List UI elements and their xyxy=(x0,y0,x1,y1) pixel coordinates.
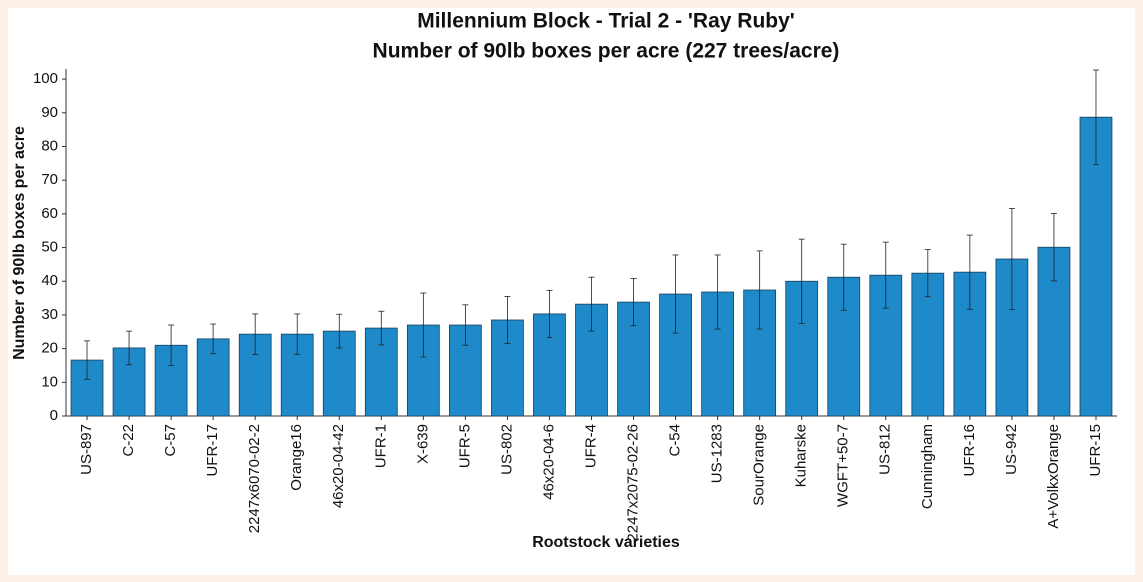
x-tick-label: US-812 xyxy=(877,424,894,475)
x-tick-label: A+VolkxOrange xyxy=(1045,424,1062,529)
x-tick-label: UFR-16 xyxy=(961,424,978,477)
x-tick-label: Kuharske xyxy=(793,424,810,487)
bar xyxy=(1079,116,1113,417)
x-tick-label: Cunningham xyxy=(919,424,936,509)
x-tick-label: 46x20-04-6 xyxy=(540,424,557,500)
y-tick-label: 20 xyxy=(41,340,58,357)
x-tick-label: UFR-4 xyxy=(582,424,599,468)
y-tick-label: 80 xyxy=(41,137,58,154)
x-tick-label: 2247x6070-02-2 xyxy=(246,424,263,533)
x-tick-label: 46x20-04-42 xyxy=(330,424,347,508)
x-tick-label: UFR-5 xyxy=(456,424,473,468)
y-tick-label: 40 xyxy=(41,272,58,289)
y-tick-label: 10 xyxy=(41,373,58,390)
x-tick-label: UFR-17 xyxy=(204,424,221,477)
x-tick-label: Orange16 xyxy=(288,424,305,491)
x-tick-label: UFR-15 xyxy=(1087,424,1104,477)
y-tick-label: 30 xyxy=(41,306,58,323)
x-tick-label: WGFT+50-7 xyxy=(835,424,852,507)
x-tick-label: US-1283 xyxy=(709,424,726,483)
y-tick-label: 100 xyxy=(33,70,58,87)
x-tick-label: C-54 xyxy=(667,424,684,457)
x-tick-label: 2247x2075-02-26 xyxy=(625,424,642,542)
x-tick-label: SourOrange xyxy=(751,424,768,506)
panel xyxy=(8,8,1135,575)
y-tick-label: 60 xyxy=(41,205,58,222)
y-tick-label: 0 xyxy=(50,407,58,424)
y-tick-label: 50 xyxy=(41,239,58,256)
x-tick-label: US-802 xyxy=(498,424,515,475)
x-tick-label: C-22 xyxy=(120,424,137,457)
y-tick-label: 70 xyxy=(41,171,58,188)
x-tick-label: X-639 xyxy=(414,424,431,464)
x-tick-label: US-942 xyxy=(1003,424,1020,475)
x-axis-label: Rootstock varieties xyxy=(532,534,680,551)
chart-title: Millennium Block - Trial 2 - 'Ray Ruby' xyxy=(417,10,795,33)
x-tick-label: UFR-1 xyxy=(372,424,389,468)
x-tick-label: C-57 xyxy=(162,424,179,457)
y-tick-label: 90 xyxy=(41,104,58,121)
y-axis-label: Number of 90lb boxes per acre xyxy=(11,126,28,360)
chart-subtitle: Number of 90lb boxes per acre (227 trees… xyxy=(373,40,840,63)
x-tick-label: US-897 xyxy=(78,424,95,475)
